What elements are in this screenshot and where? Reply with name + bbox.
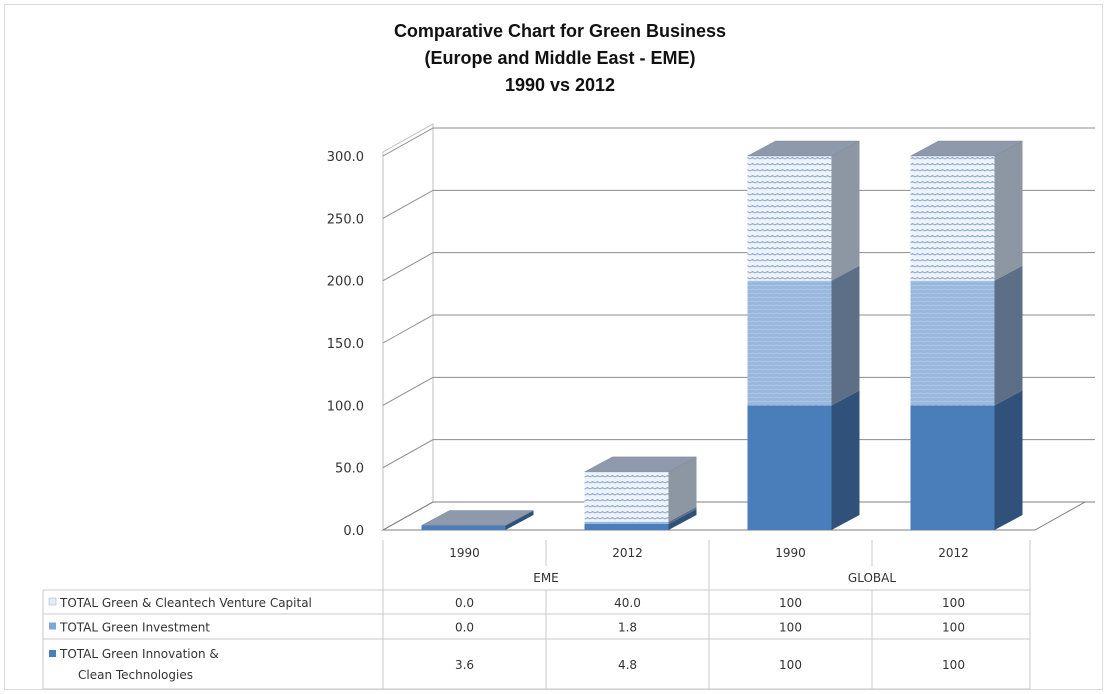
gridline [382, 376, 1095, 406]
category-label: 2012 [612, 546, 643, 560]
category-label: 2012 [938, 546, 969, 560]
gridline [382, 252, 1095, 282]
chart-title-line-2: (Europe and Middle East - EME) [424, 48, 696, 68]
y-tick-label: 0.0 [343, 524, 364, 539]
bar-segment [584, 524, 669, 530]
legend-key [49, 622, 56, 630]
chart-title-line-3: 1990 vs 2012 [504, 75, 616, 95]
row-label: TOTAL Green Innovation & [59, 647, 219, 661]
category-label: 1990 [449, 546, 480, 560]
side-wall [382, 123, 434, 531]
row-label: TOTAL Green Investment [59, 621, 210, 635]
legend-key [49, 650, 56, 657]
table-cell-value: 100 [942, 596, 965, 610]
bar-segment-side [668, 456, 697, 522]
gridline [382, 127, 1095, 157]
y-tick-label: 200.0 [327, 275, 364, 290]
group-label: GLOBAL [848, 571, 896, 585]
legend-key [48, 597, 57, 606]
y-tick-label: 300.0 [327, 150, 364, 165]
bar-segment [584, 471, 669, 522]
bar-segment-side [831, 390, 860, 530]
table-cell-value: 100 [779, 596, 802, 610]
table-cell-value: 100 [942, 621, 965, 635]
table-cell-value: 4.8 [618, 658, 637, 672]
bar-top [584, 456, 697, 473]
bar-segment-side [994, 141, 1023, 281]
table-cell-value: 3.6 [455, 658, 474, 672]
table-cell-value: 0.0 [455, 621, 474, 635]
chart-title-line-1: Comparative Chart for Green Business [393, 21, 727, 41]
bar-segment-side [505, 510, 534, 530]
bar-segment-side [668, 509, 697, 530]
bar-segment-side [831, 265, 860, 406]
y-tick-label: 250.0 [327, 212, 364, 227]
bar-segment-side [831, 141, 860, 281]
bar-top [421, 510, 534, 526]
bar-segment-side [994, 265, 1023, 406]
bar-segment [910, 280, 995, 406]
bar-top [747, 140, 860, 157]
bar-segment [910, 156, 995, 281]
bar-segment-side [994, 390, 1023, 530]
category-label: 1990 [775, 546, 806, 560]
bar-segment [747, 156, 832, 281]
bar-segment [747, 280, 832, 406]
row-label: TOTAL Green & Cleantech Venture Capital [59, 596, 312, 610]
group-label: EME [533, 571, 559, 585]
table-cell-value: 100 [942, 658, 965, 672]
y-tick-label: 50.0 [335, 462, 364, 477]
bar-top [910, 140, 1023, 157]
table-cell-value: 0.0 [455, 596, 474, 610]
bar-segment [747, 405, 832, 530]
bar-segment [421, 525, 506, 530]
bar-segment [584, 521, 669, 525]
table-cell-value: 100 [779, 658, 802, 672]
gridline [382, 501, 1095, 531]
y-tick-label: 150.0 [327, 337, 364, 352]
bar-segment [910, 405, 995, 530]
y-tick-label: 100.0 [327, 399, 364, 414]
bar-segment-side [668, 506, 697, 525]
gridline [382, 314, 1095, 344]
table-cell-value: 1.8 [618, 621, 637, 635]
gridline [382, 189, 1095, 219]
table-cell-value: 40.0 [614, 596, 641, 610]
gridline [382, 439, 1095, 469]
row-label: Clean Technologies [78, 668, 193, 682]
table-cell-value: 100 [779, 621, 802, 635]
chart-title: Comparative Chart for Green Business (Eu… [260, 18, 860, 99]
